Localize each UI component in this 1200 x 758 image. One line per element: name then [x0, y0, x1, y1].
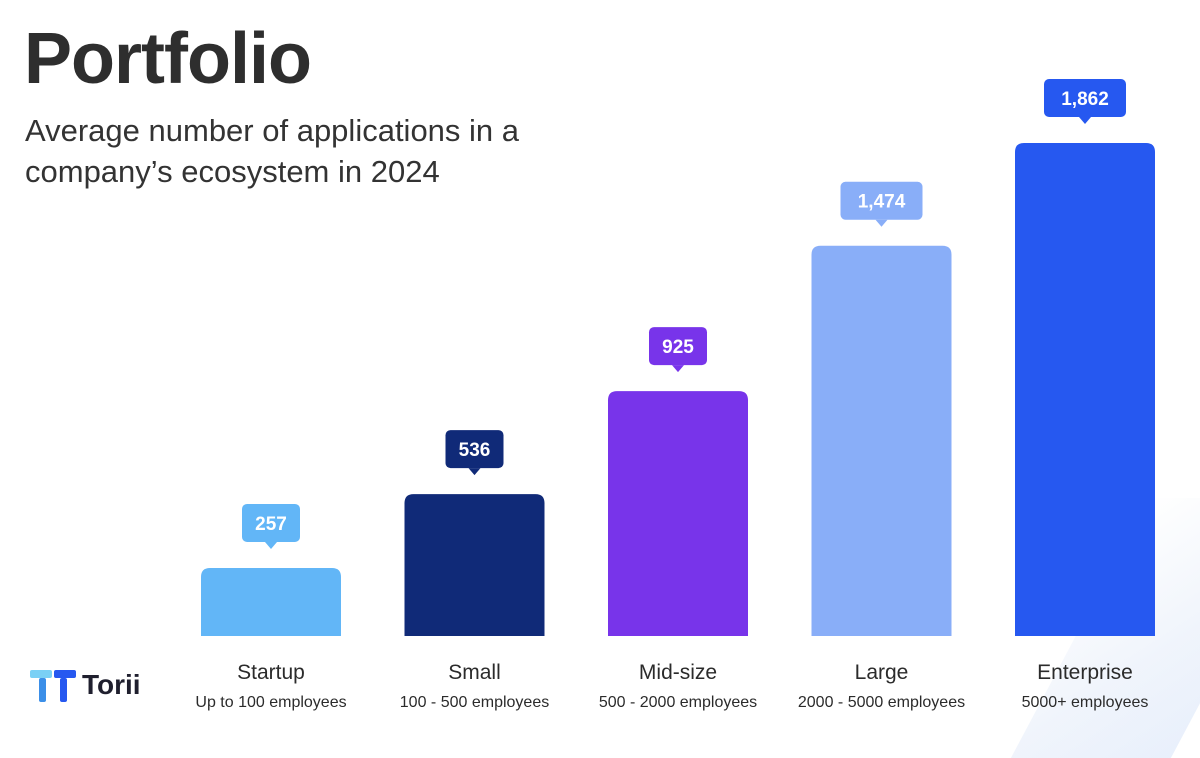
category-label: Startup	[237, 661, 305, 684]
value-badge	[649, 327, 707, 366]
value-badge	[242, 503, 300, 542]
bar-mid-size	[608, 391, 748, 636]
torii-logo-icon	[30, 670, 76, 702]
value-badge-pointer	[265, 541, 277, 549]
bar-startup	[201, 567, 341, 636]
value-label: 257	[255, 514, 287, 535]
value-label: 1,474	[858, 192, 906, 213]
category-sublabel: 500 - 2000 employees	[599, 694, 757, 711]
value-label: 536	[459, 440, 491, 461]
value-label: 925	[662, 337, 694, 358]
bar-small	[404, 494, 545, 636]
category-sublabel: 2000 - 5000 employees	[798, 694, 965, 711]
category-sublabel: 5000+ employees	[1022, 694, 1149, 711]
value-label: 1,862	[1061, 89, 1109, 110]
page-subtitle: Average number of applications in a comp…	[25, 113, 520, 189]
value-badge-pointer	[875, 219, 888, 227]
value-badge	[1044, 79, 1126, 117]
bar-large	[811, 245, 952, 636]
value-badge-pointer	[672, 365, 684, 373]
category-label: Small	[448, 661, 501, 684]
page-title: Portfolio	[24, 19, 312, 99]
category-sublabel: 100 - 500 employees	[400, 694, 549, 711]
category-label: Large	[855, 661, 909, 684]
category-label: Enterprise	[1037, 661, 1133, 684]
category-sublabel: Up to 100 employees	[195, 694, 346, 711]
brand-name: Torii	[82, 669, 141, 700]
value-badge-pointer	[1079, 117, 1091, 124]
bar-chart: 257 Startup Up to 100 employees 536 Small 100…	[195, 79, 1155, 711]
category-label: Mid-size	[639, 661, 717, 684]
torii-logo: Torii	[30, 668, 141, 702]
bar-enterprise	[1015, 143, 1155, 636]
value-badge	[840, 181, 923, 220]
value-badge-pointer	[468, 468, 481, 476]
value-badge	[445, 430, 504, 469]
